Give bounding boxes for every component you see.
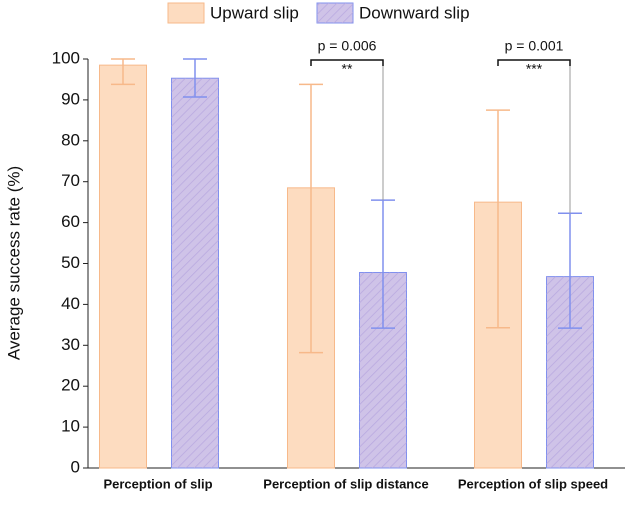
y-tick-label: 60 [61, 212, 80, 231]
y-tick-label: 90 [61, 89, 80, 108]
significance-bracket [310, 59, 384, 66]
y-axis-label: Average success rate (%) [4, 166, 23, 360]
y-tick-label: 100 [52, 48, 80, 67]
y-tick-label: 10 [61, 417, 80, 436]
significance-stars: ** [342, 61, 353, 77]
y-tick-label: 80 [61, 130, 80, 149]
bar-hatch [171, 78, 219, 469]
y-tick-label: 20 [61, 376, 80, 395]
y-tick-label: 70 [61, 171, 80, 190]
y-tick-label: 50 [61, 253, 80, 272]
legend-swatch-hatch [317, 3, 353, 23]
y-tick-label: 30 [61, 335, 80, 354]
y-tick-label: 0 [71, 457, 80, 476]
p-value: p = 0.006 [318, 38, 377, 54]
legend-label: Upward slip [210, 3, 299, 22]
x-tick-label: Perception of slip [103, 476, 212, 491]
y-tick-label: 40 [61, 294, 80, 313]
legend-label: Downward slip [359, 3, 470, 22]
x-tick-label: Perception of slip speed [458, 476, 608, 491]
bar [99, 64, 147, 469]
legend-swatch [167, 2, 205, 24]
significance-stars: *** [526, 61, 543, 77]
significance-bracket [497, 59, 571, 66]
x-tick-label: Perception of slip distance [263, 476, 428, 491]
p-value: p = 0.001 [505, 38, 564, 54]
